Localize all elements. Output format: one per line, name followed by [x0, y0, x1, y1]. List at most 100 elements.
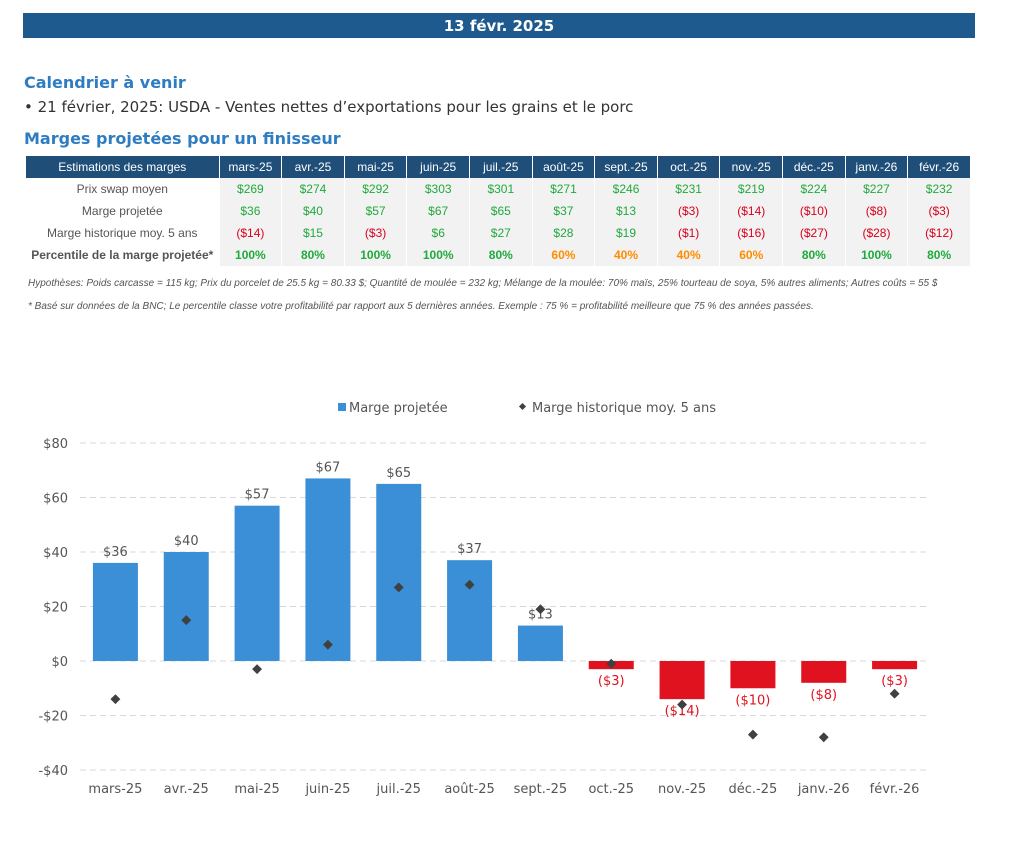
table-cell: ($3) [344, 222, 408, 244]
table-cell: $28 [532, 222, 596, 244]
table-cell: $274 [281, 178, 345, 200]
y-tick-label: $80 [43, 437, 68, 452]
table-cell: ($14) [719, 200, 784, 222]
y-tick-label: -$20 [38, 710, 68, 725]
x-tick-label: déc.-25 [729, 782, 778, 797]
table-cell: ($10) [782, 200, 846, 222]
table-header-label: Estimations des marges [26, 156, 220, 178]
table-cell: 80% [469, 244, 533, 266]
table-cell: 100% [344, 244, 408, 266]
table-cell: 100% [845, 244, 909, 266]
x-tick-label: févr.-26 [870, 782, 920, 797]
table-cell: $269 [219, 178, 283, 200]
table-cell: $303 [406, 178, 470, 200]
data-label: ($10) [735, 693, 770, 708]
chart-legend: Marge projetée Marge historique moy. 5 a… [338, 401, 716, 416]
table-cell: $231 [657, 178, 721, 200]
table-cell: $19 [594, 222, 658, 244]
y-tick-label: $0 [51, 655, 68, 670]
legend-bar-label: Marge projetée [349, 401, 448, 416]
table-header-month: avr.-25 [281, 156, 345, 178]
table-row: Prix swap moyen $269 $274 $292 $303 $301 $271 $… [26, 178, 971, 200]
x-tick-label: avr.-25 [164, 782, 209, 797]
table-cell: $271 [532, 178, 596, 200]
table-row: Marge projetée $36 $40 $57 $67 $65 $37 $13 ($3)(… [26, 200, 971, 222]
row-label: Marge historique moy. 5 ans [26, 222, 220, 244]
table-cell: $246 [594, 178, 658, 200]
marker-point [747, 729, 758, 740]
table-cell: 60% [532, 244, 596, 266]
legend-dot-label: Marge historique moy. 5 ans [532, 401, 716, 416]
margins-table: Estimations des marges mars-25 avr.-25 mai… [26, 156, 971, 266]
table-header-month: juin-25 [406, 156, 470, 178]
table-cell: $67 [406, 200, 470, 222]
date-banner: 13 févr. 2025 [23, 13, 975, 38]
marker-point [322, 639, 333, 650]
marker-point [606, 658, 617, 669]
data-label: ($8) [810, 688, 837, 703]
table-cell: ($27) [782, 222, 846, 244]
table-cell: $224 [782, 178, 846, 200]
data-label: $40 [174, 534, 199, 549]
table-cell: $57 [344, 200, 408, 222]
data-label: $37 [457, 542, 482, 557]
data-labels-group: $36 $40 $57 $67 $65 $37 $13 ($3) ($14) ($10) ($8) (… [103, 460, 908, 719]
data-label: $13 [528, 608, 553, 623]
table-cell: $227 [845, 178, 909, 200]
marker-point [110, 694, 121, 705]
marker-point [677, 699, 688, 710]
percentile-note: * Basé sur données de la BNC; Le percent… [28, 301, 814, 312]
table-cell: $36 [219, 200, 283, 222]
table-cell: $65 [469, 200, 533, 222]
table-header-month: oct.-25 [657, 156, 721, 178]
x-tick-label: nov.-25 [658, 782, 706, 797]
data-label: $36 [103, 545, 128, 560]
data-label: ($3) [598, 674, 625, 689]
table-cell: $232 [907, 178, 971, 200]
table-cell: ($8) [845, 200, 909, 222]
marker-point [181, 615, 192, 626]
x-tick-label: juin-25 [304, 782, 350, 797]
table-cell: ($3) [657, 200, 721, 222]
table-row: Marge historique moy. 5 ans ($14) $15 ($3) $… [26, 222, 971, 244]
table-header-month: févr.-26 [907, 156, 971, 178]
table-header-month: août-25 [532, 156, 596, 178]
table-cell: ($3) [907, 200, 971, 222]
y-tick-label: $60 [43, 492, 68, 507]
bar [872, 661, 918, 670]
marker-point [535, 604, 546, 615]
table-cell: $27 [469, 222, 533, 244]
table-cell: $6 [406, 222, 470, 244]
y-tick-label: $40 [43, 546, 68, 561]
data-label: ($3) [881, 674, 908, 689]
table-header-row: Estimations des marges mars-25 avr.-25 mai… [26, 156, 971, 178]
table-cell: ($12) [907, 222, 971, 244]
y-tick-label: $20 [43, 601, 68, 616]
table-cell: 100% [406, 244, 470, 266]
x-axis: mars-25 avr.-25 mai-25 juin-25 juil.-25 août-… [88, 782, 919, 797]
bar [659, 661, 705, 700]
bar [801, 661, 847, 683]
data-label: $57 [245, 488, 270, 503]
x-tick-label: juil.-25 [376, 782, 421, 797]
marker-point [252, 664, 263, 675]
x-tick-label: mars-25 [88, 782, 142, 797]
x-tick-label: sept.-25 [514, 782, 568, 797]
data-label: $67 [316, 460, 341, 475]
table-cell: 60% [719, 244, 784, 266]
bar [234, 505, 280, 661]
table-header-month: janv.-26 [845, 156, 909, 178]
table-cell: 80% [281, 244, 345, 266]
table-body: Prix swap moyen $269 $274 $292 $303 $301 $271 $… [26, 178, 971, 266]
table-header-month: mars-25 [219, 156, 283, 178]
table-row: Percentile de la marge projetée* 100% 80% 1… [26, 244, 971, 266]
table-header-month: déc.-25 [782, 156, 846, 178]
report-date: 13 févr. 2025 [443, 16, 555, 35]
marker-point [818, 732, 829, 743]
bar [305, 478, 351, 661]
x-tick-label: mai-25 [234, 782, 279, 797]
row-label: Marge projetée [26, 200, 220, 222]
table-cell: $37 [532, 200, 596, 222]
table-cell: 100% [219, 244, 283, 266]
bar [163, 552, 209, 661]
